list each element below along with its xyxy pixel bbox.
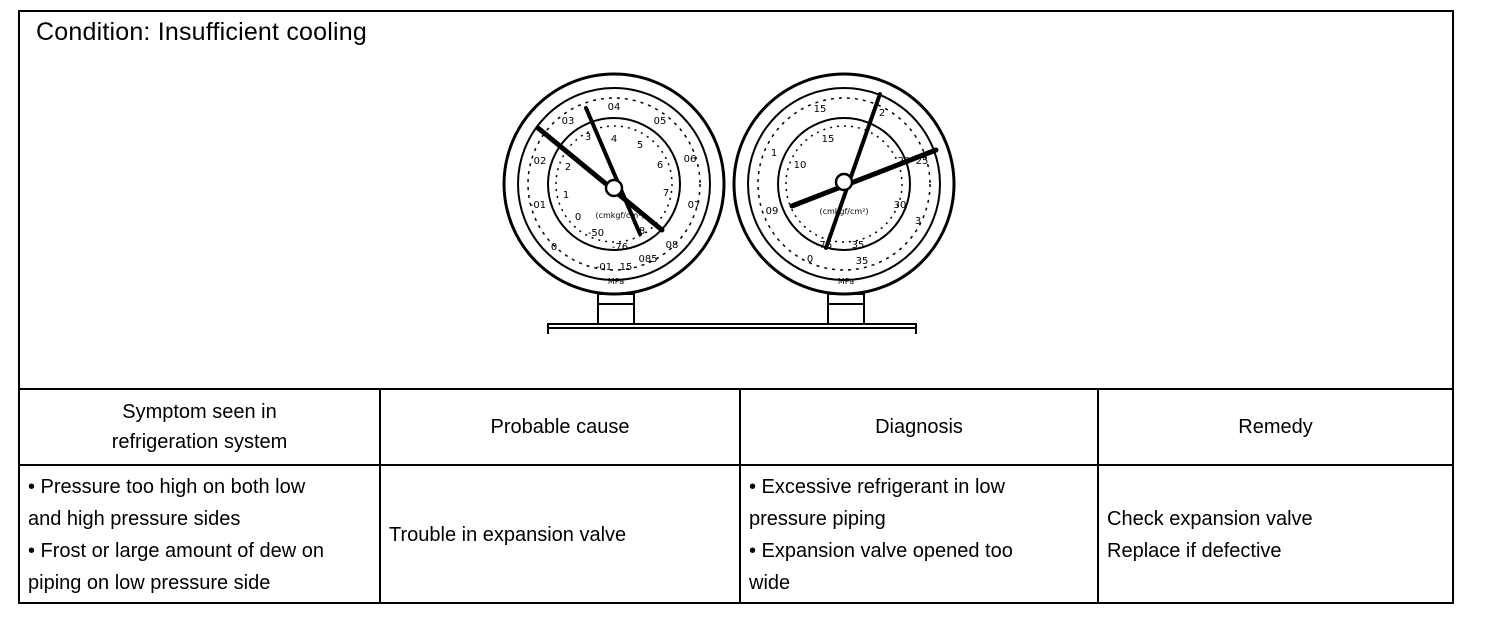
high-outer-tick: 15 xyxy=(814,104,827,115)
high-inner-tick: 15 xyxy=(822,134,835,145)
diagnosis-sheet: Condition: Insufficient cooling 04 05 06… xyxy=(18,10,1454,604)
high-outer-tick: 25 xyxy=(916,156,929,167)
header-remedy: Remedy xyxy=(1098,390,1452,466)
low-inner-tick: 3 xyxy=(585,132,591,143)
high-pressure-gauge: 15 2 25 3 35 0 09 1 15 10 20 30 35 -76 (… xyxy=(732,72,956,325)
header-symptom: Symptom seen in refrigeration system xyxy=(20,390,381,466)
high-gauge-needles xyxy=(789,92,939,250)
low-outer-tick: 06 xyxy=(684,154,697,165)
low-outer-tick: -01 xyxy=(530,200,546,211)
table-row: • Pressure too high on both low and high… xyxy=(20,465,1452,604)
low-pressure-gauge: 04 05 06 07 08 085 15 -01 0 -01 02 03 3 … xyxy=(502,72,726,325)
manifold-base xyxy=(547,323,917,334)
low-outer-tick: 08 xyxy=(666,240,679,251)
high-outer-tick: 2 xyxy=(879,108,885,119)
cell-symptom: • Pressure too high on both low and high… xyxy=(20,465,381,604)
cell-probable-cause: Trouble in expansion valve xyxy=(380,465,741,604)
low-unit-label: (cmkgf/cm²) xyxy=(595,211,644,220)
low-inner-tick: 4 xyxy=(611,134,617,145)
high-outer-tick: 1 xyxy=(771,148,777,159)
low-inner-tick: -50 xyxy=(588,228,604,239)
low-outer-tick: 02 xyxy=(534,156,547,167)
low-inner-tick: 7 xyxy=(663,188,669,199)
low-outer-tick: 03 xyxy=(562,116,575,127)
high-unit-mpa: MPa xyxy=(838,277,854,286)
low-outer-tick: 15 xyxy=(620,262,633,273)
condition-title: Condition: Insufficient cooling xyxy=(36,18,367,46)
low-inner-tick: -76 xyxy=(612,242,628,253)
table-header-row: Symptom seen in refrigeration system Pro… xyxy=(20,390,1452,466)
figure-divider xyxy=(20,388,1452,390)
low-outer-tick: 085 xyxy=(638,254,657,265)
low-outer-tick: 04 xyxy=(608,102,621,113)
header-probable-cause: Probable cause xyxy=(380,390,741,466)
low-inner-tick: 2 xyxy=(565,162,571,173)
low-inner-tick: 5 xyxy=(637,140,643,151)
header-diagnosis: Diagnosis xyxy=(740,390,1099,466)
low-inner-tick: 8 xyxy=(639,226,645,237)
low-inner-tick: 6 xyxy=(657,160,663,171)
low-outer-tick: 05 xyxy=(654,116,667,127)
high-inner-tick: -76 xyxy=(816,240,832,251)
low-outer-tick: -01 xyxy=(596,262,612,273)
low-outer-tick: 07 xyxy=(688,200,701,211)
manifold-gauge-illustration: 04 05 06 07 08 085 15 -01 0 -01 02 03 3 … xyxy=(502,72,956,334)
high-inner-tick: 30 xyxy=(894,200,907,211)
diagnosis-table: Symptom seen in refrigeration system Pro… xyxy=(20,390,1452,604)
low-inner-tick: 0 xyxy=(575,212,581,223)
cell-remedy: Check expansion valve Replace if defecti… xyxy=(1107,508,1313,562)
low-unit-mpa: MPa xyxy=(608,277,624,286)
high-outer-tick: 3 xyxy=(915,216,921,227)
high-inner-tick: 35 xyxy=(852,240,865,251)
high-inner-tick: 10 xyxy=(794,160,807,171)
high-unit-label: (cmkgf/cm²) xyxy=(819,207,868,216)
high-outer-tick: 35 xyxy=(856,256,869,267)
cell-diagnosis: • Excessive refrigerant in low pressure … xyxy=(740,465,1099,604)
low-gauge-needles xyxy=(535,106,665,236)
low-outer-tick: 0 xyxy=(551,242,557,253)
high-outer-tick: 09 xyxy=(766,206,779,217)
low-inner-tick: 1 xyxy=(563,190,569,201)
high-outer-tick: 0 xyxy=(807,254,813,265)
